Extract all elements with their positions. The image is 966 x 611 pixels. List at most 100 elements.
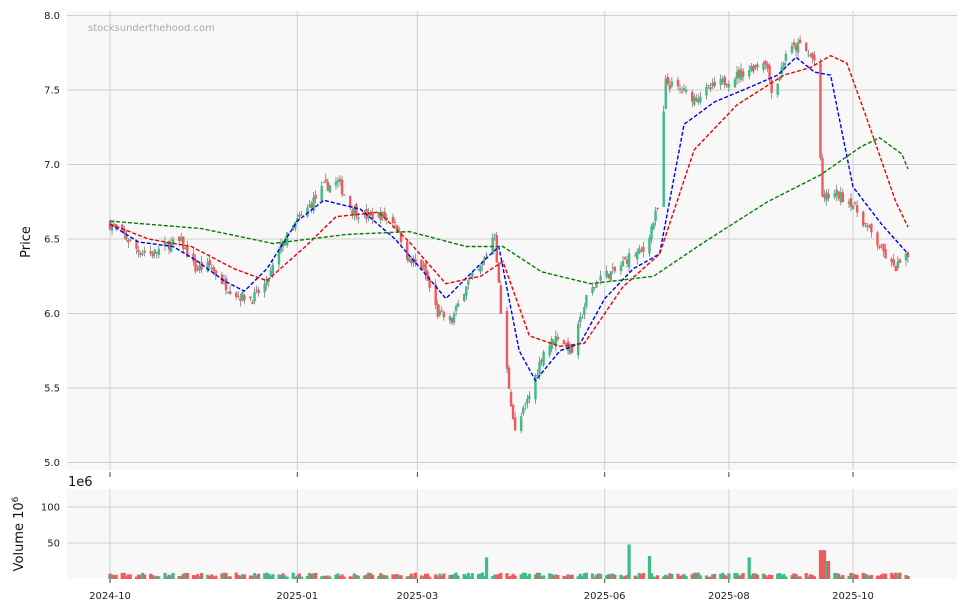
- candle-down: [593, 287, 596, 289]
- candle-up: [591, 287, 594, 294]
- volume-bar-down: [236, 575, 240, 579]
- volume-bar-up: [542, 575, 546, 579]
- candle-up: [277, 249, 281, 265]
- volume-bar-down: [535, 572, 540, 579]
- volume-bar-down: [505, 573, 509, 579]
- candle-up: [735, 71, 739, 79]
- candle-down: [709, 87, 712, 90]
- candle-up: [110, 225, 114, 231]
- volume-bar-up: [698, 575, 702, 579]
- volume-bar-down: [723, 574, 727, 579]
- candle-up: [422, 265, 425, 267]
- candle-up: [283, 241, 287, 246]
- volume-bar-up: [226, 576, 230, 579]
- candle-down: [505, 310, 509, 369]
- candle-up: [697, 98, 700, 103]
- candle-down: [741, 71, 745, 77]
- volume-bar-down: [566, 574, 570, 579]
- candle-down: [792, 42, 796, 46]
- volume-bar-down: [539, 576, 544, 579]
- candle-up: [157, 248, 161, 255]
- candle-up: [868, 226, 871, 228]
- volume-bar-down: [875, 575, 880, 579]
- volume-bar-up: [407, 575, 411, 579]
- candle-down: [884, 249, 887, 259]
- volume-bar-up: [277, 574, 281, 579]
- volume-bar-up: [523, 572, 527, 579]
- candle-down: [770, 79, 773, 93]
- volume-bar-down: [755, 574, 759, 579]
- volume-bar-down: [383, 575, 387, 579]
- price-panel: 5.0 5.5 6.0 6.5 7.0 7.5 8.0: [44, 11, 957, 477]
- candle-down: [752, 65, 755, 72]
- x-tick-label: 2025-03: [396, 591, 438, 602]
- volume-bar-up: [568, 575, 572, 579]
- volume-bar-up: [692, 572, 696, 579]
- volume-bar-up: [491, 576, 495, 579]
- candle-down: [251, 302, 254, 304]
- candle-up: [904, 253, 908, 261]
- candle-down: [135, 240, 138, 249]
- volume-bar-up: [411, 576, 415, 579]
- volume-bar-down: [495, 574, 499, 579]
- candle-down: [536, 374, 539, 376]
- volume-bar-down: [708, 576, 713, 579]
- volume-bar-up: [578, 573, 582, 579]
- candle-up: [493, 234, 496, 236]
- candle-down: [680, 91, 684, 93]
- volume-bar-down: [149, 573, 153, 579]
- volume-bar-down: [513, 575, 517, 579]
- candle-down: [340, 179, 344, 195]
- candle-down: [351, 210, 354, 214]
- volume-bar-up: [865, 574, 869, 579]
- volume-bar-down: [134, 576, 139, 579]
- volume-bar-down: [122, 572, 126, 579]
- candle-down: [764, 60, 767, 65]
- candle-up: [780, 66, 783, 75]
- candle-up: [334, 181, 338, 186]
- candle-down: [819, 63, 822, 159]
- candle-down: [324, 179, 327, 182]
- volume-bar-down: [863, 573, 867, 579]
- volume-bar-down: [837, 573, 841, 579]
- candle-up: [481, 261, 484, 266]
- volume-bar-up: [696, 572, 700, 579]
- candle-up: [835, 189, 838, 196]
- candle-up: [463, 293, 466, 301]
- candle-down: [570, 346, 574, 353]
- volume-bar-down: [191, 575, 196, 579]
- volume-bar-down: [633, 575, 637, 579]
- candle-down: [906, 252, 910, 258]
- candle-up: [312, 197, 315, 212]
- x-tick-label: 2025-10: [832, 591, 874, 602]
- volume-bar-down: [138, 575, 143, 579]
- volume-bar-down: [792, 573, 796, 579]
- volume-bar-down: [841, 575, 845, 579]
- candle-up: [367, 212, 370, 217]
- volume-bar-down: [509, 575, 513, 579]
- volume-bar-down: [890, 572, 894, 579]
- candle-up: [271, 264, 275, 274]
- candle-up: [619, 265, 623, 272]
- volume-bar-up: [749, 575, 753, 579]
- candle-down: [756, 64, 759, 67]
- volume-bar-down: [114, 574, 118, 579]
- volume-bar-down: [124, 576, 128, 579]
- candle-up: [627, 253, 631, 268]
- candle-up: [267, 279, 270, 282]
- volume-bar-up: [896, 574, 900, 579]
- candle-down: [509, 392, 513, 407]
- candle-up: [611, 267, 615, 269]
- volume-bar-down: [257, 573, 261, 579]
- candle-down: [178, 236, 181, 241]
- volume-bar-down: [409, 573, 413, 579]
- volume-bar-down: [143, 574, 147, 579]
- moving-average-fast: [109, 56, 909, 382]
- volume-bar-down: [224, 572, 228, 579]
- candle-down: [125, 235, 128, 240]
- candle-down: [257, 289, 260, 294]
- price-axis-label: Price: [19, 226, 34, 258]
- candle-up: [866, 224, 869, 227]
- volume-bar-down: [436, 576, 440, 579]
- volume-bar-up: [240, 574, 244, 579]
